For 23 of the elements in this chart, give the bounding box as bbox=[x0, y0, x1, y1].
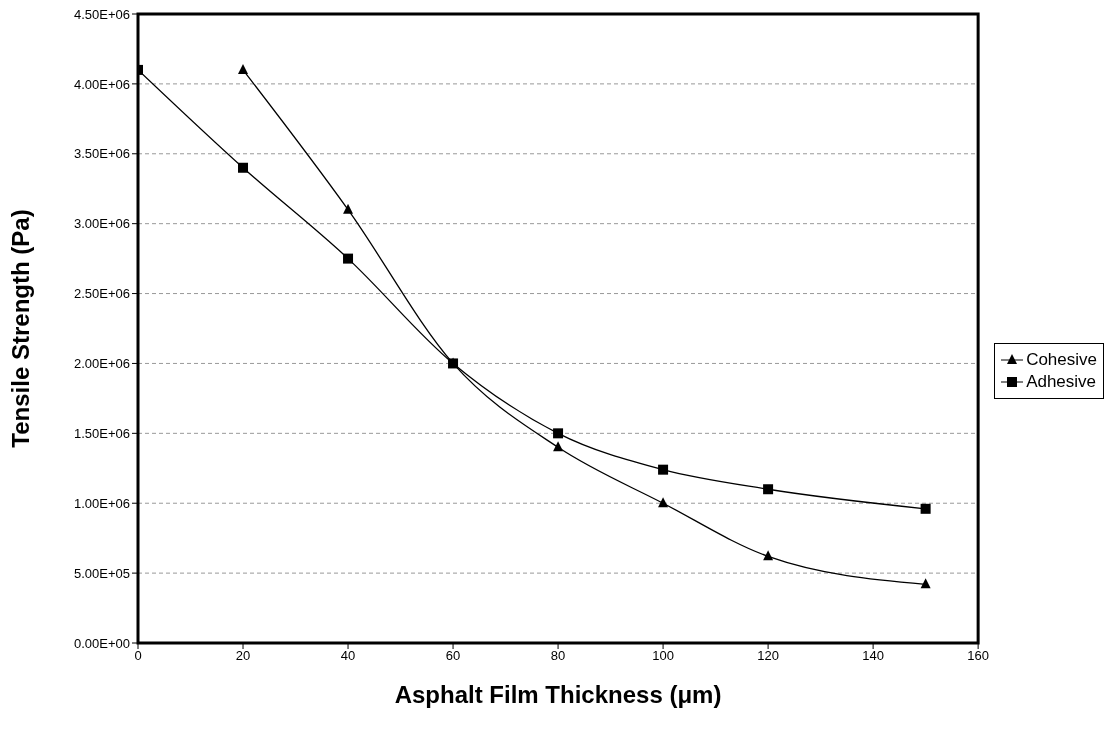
x-tick-label: 100 bbox=[652, 648, 674, 664]
x-tick-label: 120 bbox=[757, 648, 779, 664]
x-tick-label: 160 bbox=[967, 648, 989, 664]
y-tick-label: 1.00E+06 bbox=[73, 495, 130, 511]
y-tick-label: 4.00E+06 bbox=[73, 76, 130, 92]
x-axis-title: Asphalt Film Thickness (μm) bbox=[394, 681, 722, 708]
x-tick-label: 0 bbox=[134, 648, 142, 664]
y-tick-label: 4.50E+06 bbox=[73, 6, 130, 22]
y-tick-label: 2.00E+06 bbox=[73, 356, 130, 372]
x-tick-label: 20 bbox=[235, 648, 251, 664]
y-tick-label: 3.00E+06 bbox=[73, 216, 130, 232]
y-tick-label: 1.50E+06 bbox=[73, 425, 130, 441]
x-tick-label: 40 bbox=[340, 648, 356, 664]
y-tick-label: 2.50E+06 bbox=[73, 286, 130, 302]
x-tick-label: 60 bbox=[445, 648, 461, 664]
y-tick-label: 3.50E+06 bbox=[73, 146, 130, 162]
legend-label: Cohesive bbox=[1026, 349, 1097, 370]
y-axis-title: Tensile Strength (Pa) bbox=[6, 209, 34, 448]
x-tick-label: 140 bbox=[862, 648, 884, 664]
legend-label: Adhesive bbox=[1026, 371, 1097, 392]
y-tick-label: 5.00E+05 bbox=[73, 565, 130, 581]
x-tick-label: 80 bbox=[550, 648, 566, 664]
y-tick-label: 0.00E+00 bbox=[73, 635, 130, 651]
